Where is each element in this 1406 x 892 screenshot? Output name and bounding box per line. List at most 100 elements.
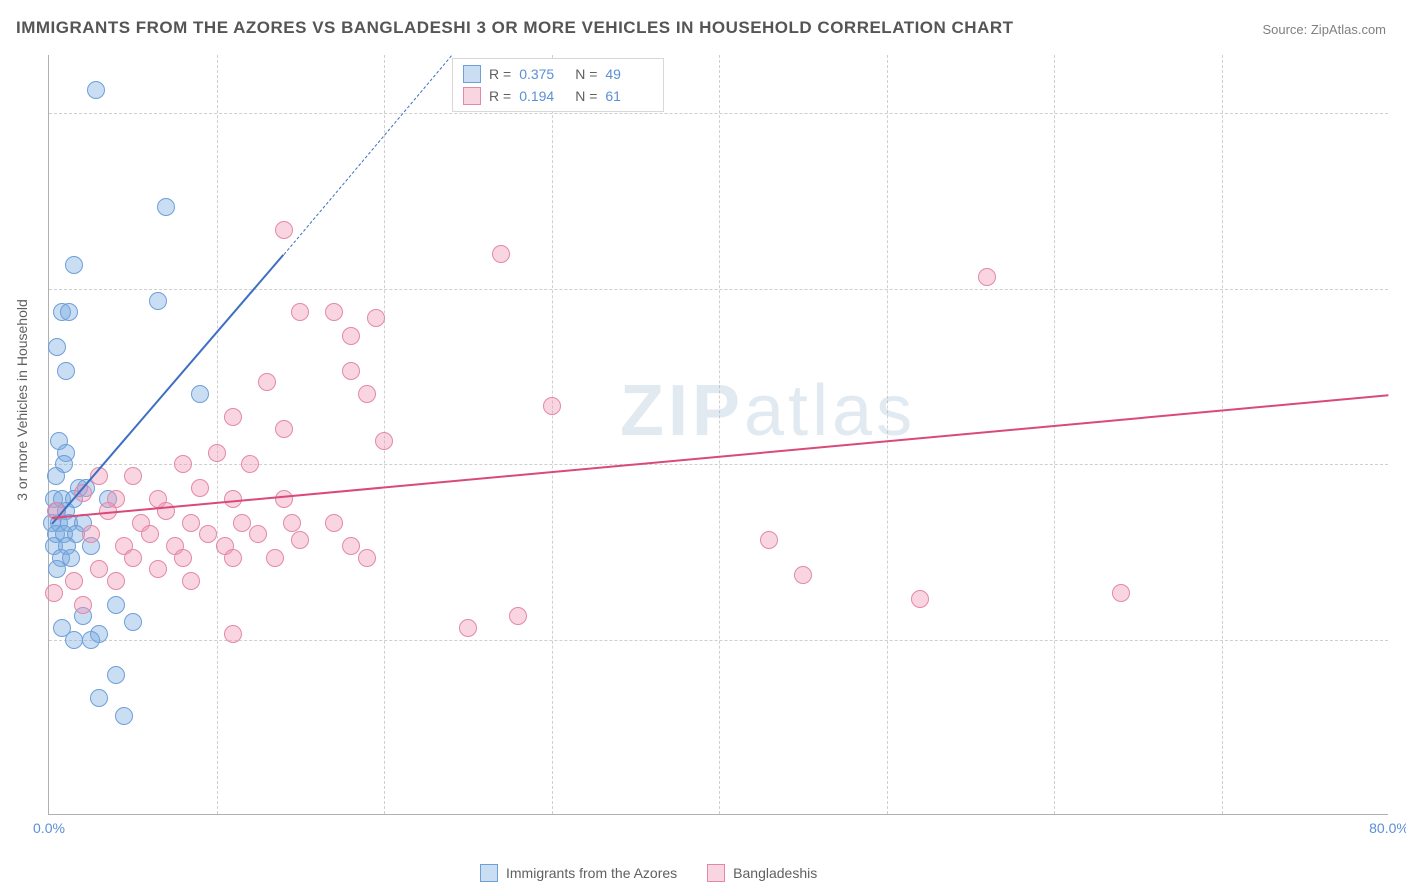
data-point-bangladeshi (283, 514, 301, 532)
data-point-azores (60, 303, 78, 321)
data-point-bangladeshi (275, 221, 293, 239)
data-point-bangladeshi (794, 566, 812, 584)
data-point-bangladeshi (358, 549, 376, 567)
data-point-bangladeshi (174, 549, 192, 567)
data-point-bangladeshi (174, 455, 192, 473)
data-point-bangladeshi (358, 385, 376, 403)
gridline-vertical (887, 55, 888, 814)
data-point-bangladeshi (224, 549, 242, 567)
legend-row-azores: R =0.375N =49 (463, 63, 653, 85)
gridline-vertical (552, 55, 553, 814)
data-point-bangladeshi (82, 525, 100, 543)
data-point-bangladeshi (45, 584, 63, 602)
legend-r-label: R = (489, 66, 511, 82)
data-point-azores (82, 631, 100, 649)
data-point-azores (191, 385, 209, 403)
legend-r-label: R = (489, 88, 511, 104)
data-point-azores (57, 362, 75, 380)
correlation-legend: R =0.375N =49R =0.194N =61 (452, 58, 664, 112)
data-point-azores (157, 198, 175, 216)
legend-r-value: 0.194 (519, 88, 567, 104)
data-point-bangladeshi (367, 309, 385, 327)
data-point-bangladeshi (233, 514, 251, 532)
data-point-bangladeshi (275, 490, 293, 508)
source-attribution: Source: ZipAtlas.com (1262, 22, 1386, 37)
legend-n-label: N = (575, 66, 597, 82)
series-label: Immigrants from the Azores (506, 865, 677, 881)
data-point-bangladeshi (157, 502, 175, 520)
data-point-bangladeshi (90, 560, 108, 578)
data-point-bangladeshi (342, 327, 360, 345)
y-tick-label: 60.0% (1396, 105, 1406, 121)
legend-row-bangladeshi: R = 0.194 N = 61 (463, 85, 653, 107)
data-point-bangladeshi (375, 432, 393, 450)
trend-line-extension (283, 55, 451, 254)
data-point-bangladeshi (224, 625, 242, 643)
gridline-vertical (719, 55, 720, 814)
chart-title: IMMIGRANTS FROM THE AZORES VS BANGLADESH… (16, 18, 1014, 38)
data-point-azores (107, 666, 125, 684)
data-point-bangladeshi (266, 549, 284, 567)
data-point-bangladeshi (509, 607, 527, 625)
data-point-azores (90, 689, 108, 707)
data-point-bangladeshi (182, 572, 200, 590)
data-point-azores (47, 467, 65, 485)
data-point-bangladeshi (191, 479, 209, 497)
data-point-bangladeshi (124, 467, 142, 485)
y-tick-label: 45.0% (1396, 281, 1406, 297)
data-point-bangladeshi (182, 514, 200, 532)
data-point-bangladeshi (107, 572, 125, 590)
y-tick-label: 15.0% (1396, 632, 1406, 648)
data-point-bangladeshi (342, 537, 360, 555)
data-point-azores (149, 292, 167, 310)
data-point-bangladeshi (978, 268, 996, 286)
series-legend: Immigrants from the Azores Bangladeshis (480, 864, 817, 882)
data-point-bangladeshi (249, 525, 267, 543)
data-point-bangladeshi (241, 455, 259, 473)
data-point-azores (65, 631, 83, 649)
data-point-bangladeshi (141, 525, 159, 543)
data-point-bangladeshi (1112, 584, 1130, 602)
legend-swatch (463, 87, 481, 105)
data-point-azores (48, 338, 66, 356)
data-point-bangladeshi (342, 362, 360, 380)
y-axis-label: 3 or more Vehicles in Household (14, 299, 30, 501)
data-point-bangladeshi (224, 408, 242, 426)
data-point-bangladeshi (74, 596, 92, 614)
legend-swatch (707, 864, 725, 882)
data-point-bangladeshi (124, 549, 142, 567)
data-point-bangladeshi (459, 619, 477, 637)
data-point-bangladeshi (911, 590, 929, 608)
data-point-bangladeshi (492, 245, 510, 263)
data-point-bangladeshi (325, 303, 343, 321)
legend-n-label: N = (575, 88, 597, 104)
data-point-bangladeshi (760, 531, 778, 549)
series-label: Bangladeshis (733, 865, 817, 881)
scatter-plot-area: 15.0%30.0%45.0%60.0%0.0%80.0% (48, 55, 1388, 815)
x-tick-label: 80.0% (1369, 820, 1406, 836)
data-point-bangladeshi (291, 303, 309, 321)
legend-n-value: 61 (605, 88, 653, 104)
data-point-bangladeshi (208, 444, 226, 462)
data-point-bangladeshi (543, 397, 561, 415)
data-point-bangladeshi (149, 560, 167, 578)
series-legend-item-bangladeshi: Bangladeshis (707, 864, 817, 882)
gridline-vertical (1222, 55, 1223, 814)
data-point-bangladeshi (258, 373, 276, 391)
data-point-bangladeshi (65, 572, 83, 590)
data-point-azores (107, 596, 125, 614)
gridline-vertical (217, 55, 218, 814)
y-tick-label: 30.0% (1396, 456, 1406, 472)
trend-line (52, 254, 285, 524)
gridline-vertical (1054, 55, 1055, 814)
data-point-azores (65, 256, 83, 274)
legend-swatch (480, 864, 498, 882)
data-point-azores (87, 81, 105, 99)
data-point-azores (48, 560, 66, 578)
x-tick-label: 0.0% (33, 820, 65, 836)
series-legend-item-azores: Immigrants from the Azores (480, 864, 677, 882)
data-point-azores (124, 613, 142, 631)
legend-r-value: 0.375 (519, 66, 567, 82)
data-point-azores (115, 707, 133, 725)
legend-swatch (463, 65, 481, 83)
